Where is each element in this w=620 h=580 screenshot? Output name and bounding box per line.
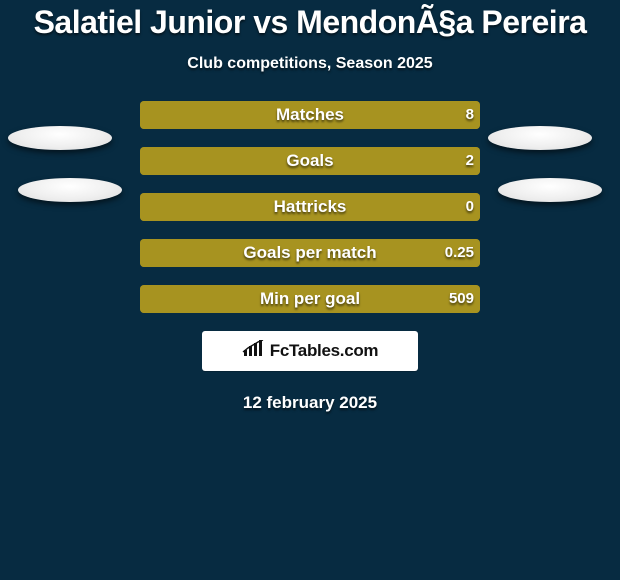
stat-value-right: 8 [466, 101, 474, 129]
stat-row: Goals per match0.25 [70, 239, 550, 267]
stat-bar-right-fill [140, 193, 480, 221]
stat-value-right: 0 [466, 193, 474, 221]
stat-bar-right-fill [140, 101, 480, 129]
date-text: 12 february 2025 [0, 393, 620, 413]
stat-value-right: 2 [466, 147, 474, 175]
stat-value-right: 509 [449, 285, 474, 313]
brand-text: FcTables.com [270, 341, 379, 361]
stat-bar-track [140, 147, 480, 175]
stat-row: Min per goal509 [70, 285, 550, 313]
brand-badge: FcTables.com [202, 331, 418, 371]
bar-chart-icon [242, 340, 264, 363]
stat-bar-right-fill [140, 239, 480, 267]
comparison-card: Salatiel Junior vs MendonÃ§a Pereira Clu… [0, 0, 620, 580]
stat-bar-track [140, 285, 480, 313]
stat-row: Matches8 [70, 101, 550, 129]
stat-bar-right-fill [140, 147, 480, 175]
stat-bar-track [140, 239, 480, 267]
page-title: Salatiel Junior vs MendonÃ§a Pereira [0, 4, 620, 41]
stat-bar-right-fill [140, 285, 480, 313]
stat-value-right: 0.25 [445, 239, 474, 267]
stat-bar-track [140, 101, 480, 129]
subtitle: Club competitions, Season 2025 [0, 55, 620, 73]
stat-row: Hattricks0 [70, 193, 550, 221]
stats-block: Matches8 Goals2 Hattricks0 Goals per match0… [70, 101, 550, 313]
stat-bar-track [140, 193, 480, 221]
stat-row: Goals2 [70, 147, 550, 175]
